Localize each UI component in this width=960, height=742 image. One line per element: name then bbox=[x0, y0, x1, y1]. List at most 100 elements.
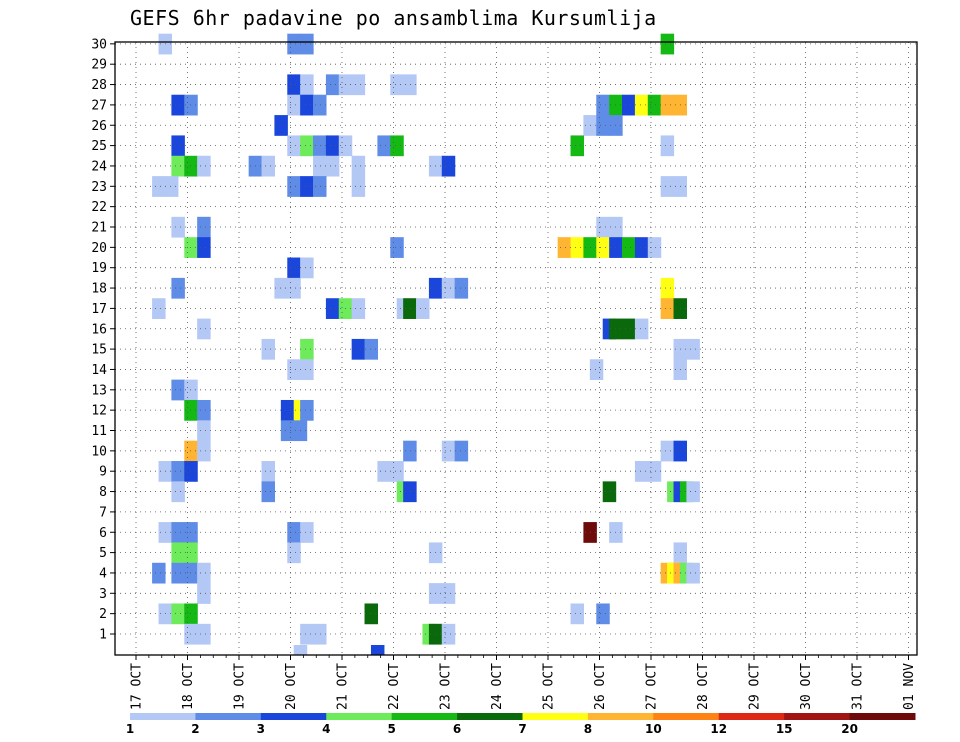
precip-cell bbox=[647, 94, 662, 116]
precip-cell bbox=[403, 298, 417, 319]
y-tick-label: 13 bbox=[91, 383, 107, 398]
precip-cell bbox=[660, 33, 675, 55]
precip-cell bbox=[557, 237, 572, 258]
colorbar-label: 5 bbox=[387, 722, 395, 736]
precip-cell bbox=[197, 623, 211, 645]
x-axis: 17 OCT 18 OCT 19 OCT 20 OCT 21 OCT 22 OCT 23 O… bbox=[130, 655, 917, 710]
y-tick-label: 27 bbox=[91, 98, 107, 113]
precip-cell bbox=[622, 318, 636, 340]
precip-cell bbox=[660, 440, 675, 462]
y-tick-label: 11 bbox=[91, 424, 107, 439]
precip-cell bbox=[171, 562, 185, 584]
precip-cell bbox=[280, 420, 295, 442]
precip-cell bbox=[634, 94, 649, 116]
precip-cell bbox=[622, 94, 636, 116]
precip-cell bbox=[325, 155, 340, 177]
y-tick-label: 2 bbox=[99, 607, 107, 622]
precip-cell bbox=[596, 94, 610, 116]
precip-cell bbox=[441, 155, 456, 177]
cells-layer bbox=[152, 33, 700, 656]
colorbar-swatch bbox=[784, 713, 851, 720]
colorbar-label: 7 bbox=[518, 722, 526, 736]
precip-cell bbox=[261, 155, 276, 177]
colorbar-label: 1 bbox=[126, 722, 134, 736]
precip-cell bbox=[197, 440, 211, 462]
precip-cell bbox=[377, 135, 391, 157]
precip-cell bbox=[634, 461, 649, 482]
precip-cell bbox=[351, 74, 366, 96]
precip-cell bbox=[660, 135, 675, 157]
colorbar-label: 6 bbox=[453, 722, 461, 736]
x-tick-label: 30 OCT bbox=[799, 663, 814, 710]
precip-cell bbox=[171, 379, 185, 401]
y-tick-label: 28 bbox=[91, 78, 107, 93]
precip-cell bbox=[197, 216, 211, 238]
y-tick-label: 23 bbox=[91, 180, 107, 195]
precip-cell bbox=[274, 277, 288, 299]
precip-cell bbox=[313, 623, 327, 645]
x-tick-label: 31 OCT bbox=[851, 663, 866, 710]
x-tick-label: 19 OCT bbox=[233, 663, 248, 710]
precip-cell bbox=[300, 257, 314, 279]
colorbar-swatch bbox=[718, 713, 785, 720]
precip-cell bbox=[287, 176, 301, 197]
precip-cell bbox=[351, 176, 366, 197]
precip-cell bbox=[171, 481, 185, 503]
x-tick-label: 22 OCT bbox=[387, 663, 402, 710]
precip-cell bbox=[313, 135, 327, 157]
colorbar-swatch bbox=[195, 713, 262, 720]
colorbar-label: 15 bbox=[776, 722, 793, 736]
precip-cell bbox=[287, 33, 301, 55]
precip-cell bbox=[197, 399, 211, 421]
precip-cell bbox=[313, 94, 327, 116]
precip-cell bbox=[364, 338, 379, 360]
y-tick-label: 21 bbox=[91, 221, 107, 236]
precip-cell bbox=[280, 399, 295, 421]
precip-cell bbox=[197, 155, 211, 177]
y-tick-label: 1 bbox=[99, 628, 107, 643]
precip-cell bbox=[570, 237, 585, 258]
precip-cell bbox=[441, 623, 456, 645]
colorbar-label: 20 bbox=[841, 722, 858, 736]
x-tick-label: 20 OCT bbox=[284, 663, 299, 710]
x-tick-label: 18 OCT bbox=[181, 663, 196, 710]
colorbar-swatch bbox=[849, 713, 916, 720]
precip-cell bbox=[171, 94, 185, 116]
x-tick-label: 28 OCT bbox=[696, 663, 711, 710]
colorbar-label: 3 bbox=[257, 722, 265, 736]
precip-cell bbox=[300, 399, 314, 421]
colorbar-label: 2 bbox=[191, 722, 199, 736]
precip-cell bbox=[287, 94, 301, 116]
precip-cell bbox=[300, 623, 314, 645]
precip-cell bbox=[403, 74, 417, 96]
precip-cell bbox=[454, 440, 469, 462]
y-tick-label: 15 bbox=[91, 343, 107, 358]
colorbar-swatch bbox=[587, 713, 654, 720]
precip-cell bbox=[596, 216, 610, 238]
x-tick-label: 26 OCT bbox=[593, 663, 608, 710]
precip-cell bbox=[570, 135, 585, 157]
precip-cell bbox=[325, 74, 340, 96]
precip-cell bbox=[287, 522, 301, 543]
precip-cell bbox=[287, 74, 301, 96]
colorbar-swatch bbox=[260, 713, 327, 720]
precip-cell bbox=[416, 298, 430, 319]
y-tick-label: 18 bbox=[91, 282, 107, 297]
precip-cell bbox=[660, 176, 675, 197]
colorbar: 1 2 3 4 5 6 7 8 10 12 15 20 bbox=[126, 713, 916, 736]
precip-cell bbox=[171, 603, 185, 625]
precip-cell bbox=[300, 522, 314, 543]
precip-cell bbox=[287, 257, 301, 279]
precip-cell bbox=[171, 155, 185, 177]
precip-cell bbox=[660, 298, 675, 319]
colorbar-swatch bbox=[522, 713, 589, 720]
x-tick-label: 01 NOV bbox=[902, 663, 917, 710]
precip-cell bbox=[622, 237, 636, 258]
y-tick-label: 16 bbox=[91, 322, 107, 337]
precip-cell bbox=[647, 237, 662, 258]
colorbar-label: 8 bbox=[584, 722, 592, 736]
x-tick-label: 27 OCT bbox=[645, 663, 660, 710]
precip-cell bbox=[390, 237, 404, 258]
precip-cell bbox=[441, 277, 456, 299]
precip-cell bbox=[634, 237, 649, 258]
